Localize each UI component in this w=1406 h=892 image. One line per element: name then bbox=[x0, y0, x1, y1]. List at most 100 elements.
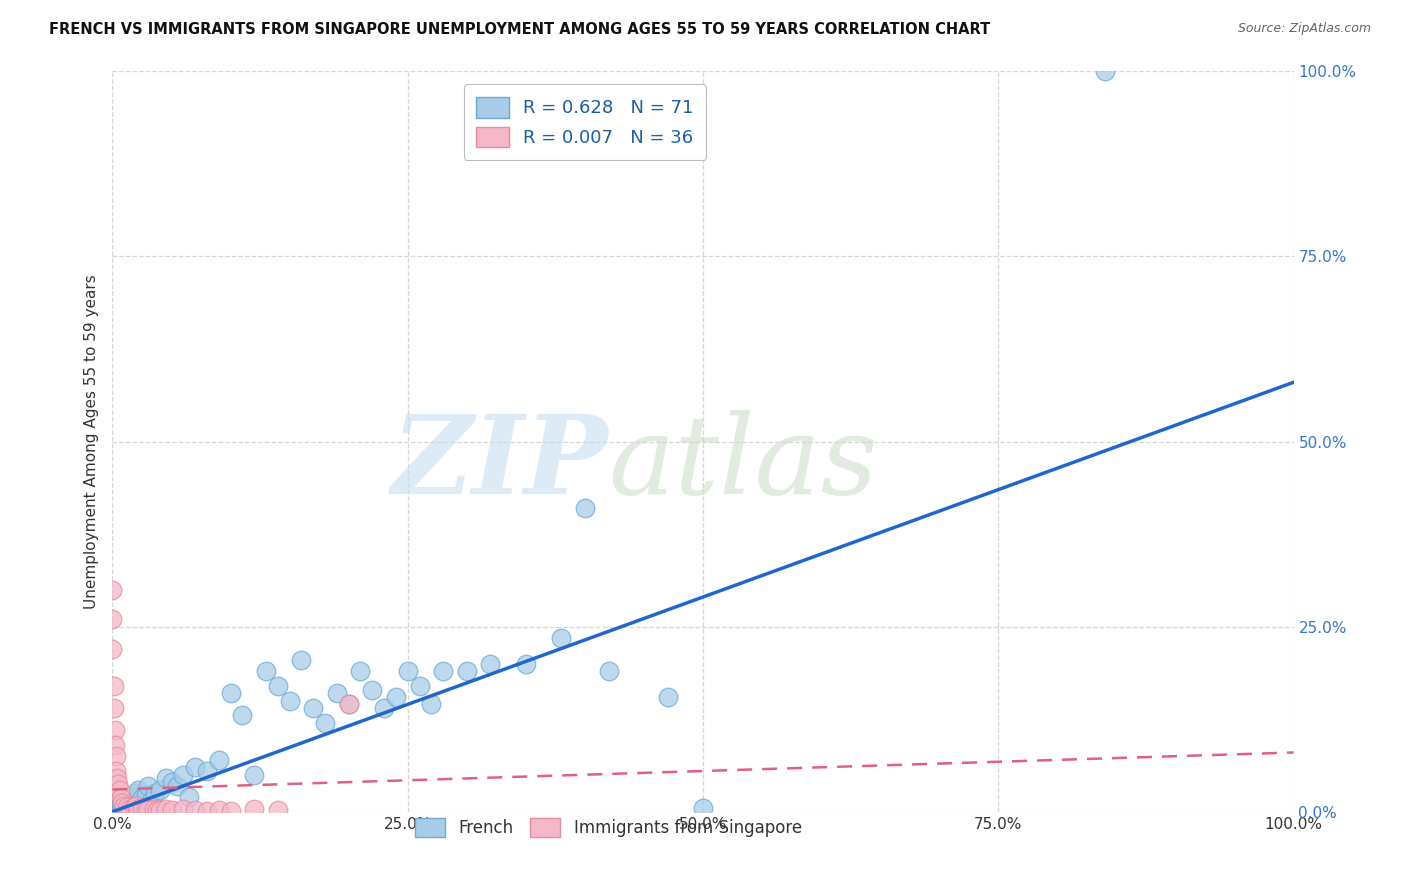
Point bbox=[172, 802, 194, 816]
Point bbox=[108, 797, 131, 811]
Point bbox=[657, 690, 679, 704]
Point bbox=[231, 708, 253, 723]
Point bbox=[160, 803, 183, 817]
Point bbox=[550, 631, 572, 645]
Point bbox=[166, 779, 188, 793]
Point bbox=[104, 723, 127, 738]
Point bbox=[149, 782, 172, 797]
Point bbox=[101, 582, 124, 597]
Text: ZIP: ZIP bbox=[392, 410, 609, 517]
Point bbox=[107, 799, 129, 814]
Point bbox=[115, 800, 138, 814]
Point bbox=[155, 802, 177, 816]
Point bbox=[141, 794, 163, 808]
Point bbox=[112, 801, 135, 815]
Point bbox=[101, 641, 124, 656]
Point bbox=[219, 686, 242, 700]
Point bbox=[122, 789, 145, 804]
Point bbox=[115, 794, 138, 808]
Point bbox=[143, 786, 166, 800]
Point bbox=[208, 803, 231, 817]
Legend: French, Immigrants from Singapore: French, Immigrants from Singapore bbox=[409, 812, 808, 844]
Point bbox=[515, 657, 537, 671]
Point bbox=[105, 802, 128, 816]
Point bbox=[172, 767, 194, 781]
Point bbox=[184, 760, 207, 774]
Point bbox=[131, 791, 153, 805]
Point bbox=[105, 764, 128, 778]
Point bbox=[278, 694, 301, 708]
Point bbox=[125, 798, 148, 813]
Point bbox=[574, 501, 596, 516]
Point bbox=[117, 797, 139, 812]
Point bbox=[349, 664, 371, 678]
Point bbox=[385, 690, 408, 704]
Point bbox=[135, 802, 157, 816]
Point bbox=[267, 803, 290, 817]
Point bbox=[361, 682, 384, 697]
Point bbox=[120, 796, 142, 810]
Point bbox=[105, 749, 128, 764]
Point bbox=[114, 798, 136, 813]
Point bbox=[195, 804, 218, 818]
Point bbox=[104, 738, 127, 752]
Point bbox=[243, 802, 266, 816]
Point bbox=[136, 803, 159, 817]
Point bbox=[101, 612, 124, 626]
Point bbox=[125, 786, 148, 800]
Point bbox=[111, 797, 134, 812]
Point bbox=[118, 798, 141, 813]
Point bbox=[254, 664, 277, 678]
Point bbox=[110, 798, 132, 813]
Point bbox=[107, 798, 129, 813]
Point bbox=[105, 796, 128, 810]
Y-axis label: Unemployment Among Ages 55 to 59 years: Unemployment Among Ages 55 to 59 years bbox=[84, 274, 100, 609]
Point bbox=[598, 664, 620, 678]
Point bbox=[149, 803, 172, 817]
Point bbox=[208, 753, 231, 767]
Point bbox=[420, 698, 443, 712]
Point bbox=[111, 796, 134, 810]
Point bbox=[219, 804, 242, 818]
Point bbox=[112, 798, 135, 813]
Point bbox=[105, 772, 128, 786]
Point bbox=[104, 798, 127, 813]
Point bbox=[243, 767, 266, 781]
Point bbox=[456, 664, 478, 678]
Text: Source: ZipAtlas.com: Source: ZipAtlas.com bbox=[1237, 22, 1371, 36]
Point bbox=[184, 803, 207, 817]
Point bbox=[103, 801, 125, 815]
Point bbox=[110, 795, 132, 809]
Point bbox=[373, 701, 395, 715]
Point bbox=[267, 679, 290, 693]
Point bbox=[103, 679, 125, 693]
Point bbox=[111, 800, 134, 814]
Point bbox=[103, 701, 125, 715]
Point bbox=[136, 779, 159, 793]
Point bbox=[479, 657, 502, 671]
Point bbox=[135, 789, 157, 803]
Point bbox=[155, 772, 177, 786]
Point bbox=[146, 803, 169, 817]
Point bbox=[110, 791, 132, 805]
Point bbox=[105, 797, 128, 812]
Point bbox=[179, 789, 201, 804]
Point bbox=[131, 800, 153, 814]
Point bbox=[120, 802, 142, 816]
Point bbox=[107, 776, 129, 790]
Point bbox=[105, 800, 128, 814]
Point bbox=[127, 782, 149, 797]
Point bbox=[326, 686, 349, 700]
Point bbox=[112, 802, 135, 816]
Point bbox=[127, 802, 149, 816]
Point bbox=[104, 803, 127, 817]
Point bbox=[302, 701, 325, 715]
Point bbox=[692, 801, 714, 815]
Point bbox=[112, 796, 135, 810]
Point bbox=[108, 782, 131, 797]
Point bbox=[142, 802, 165, 816]
Point bbox=[337, 698, 360, 712]
Text: atlas: atlas bbox=[609, 410, 879, 517]
Point bbox=[290, 653, 312, 667]
Point bbox=[396, 664, 419, 678]
